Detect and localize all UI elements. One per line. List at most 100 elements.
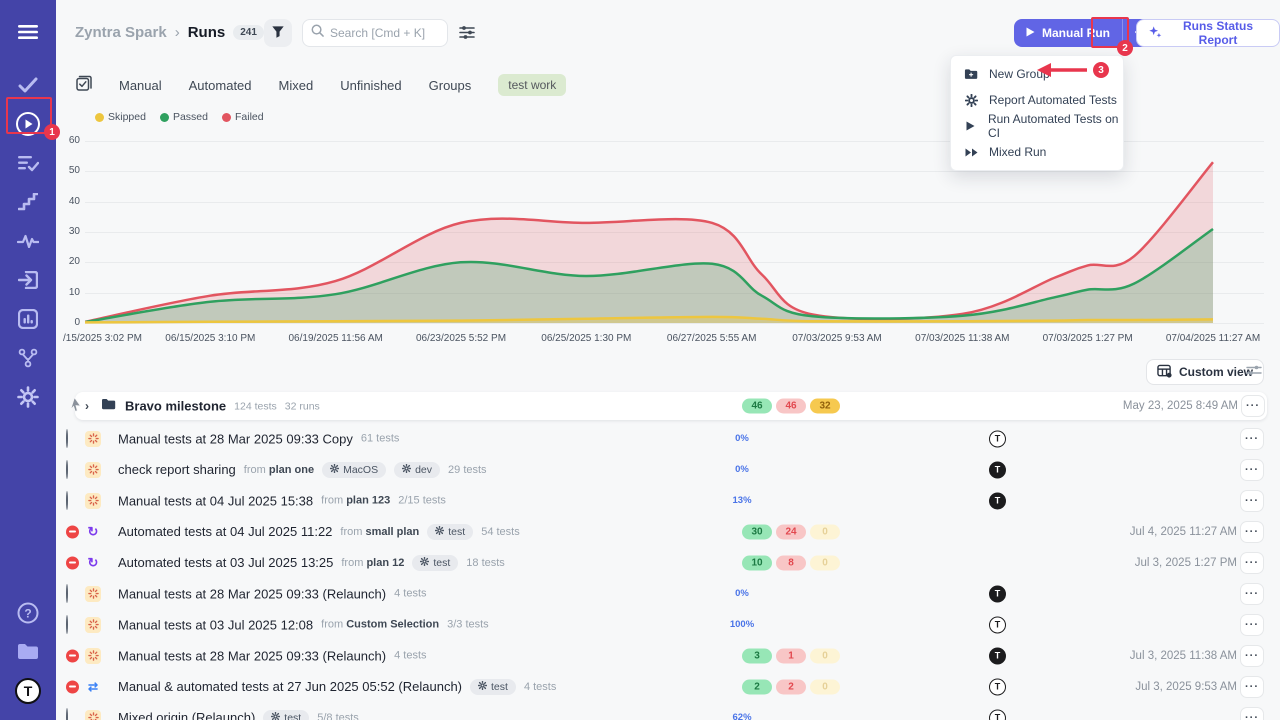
run-title[interactable]: Manual tests at 28 Mar 2025 09:33 (Relau… <box>118 586 387 601</box>
tab-groups[interactable]: Groups <box>428 77 472 93</box>
workspace-folder-icon[interactable] <box>0 632 56 671</box>
y-tick-label: 50 <box>68 165 80 177</box>
user-avatar[interactable]: T <box>0 671 56 710</box>
gear-icon <box>477 680 488 693</box>
row-actions-menu-button[interactable]: ··· <box>1240 582 1264 605</box>
failed-count-pill: 2 <box>776 679 806 694</box>
in-progress-status-icon <box>66 583 68 603</box>
gear-icon <box>271 711 281 720</box>
row-actions-menu-button[interactable]: ··· <box>1240 489 1264 512</box>
tab-automated[interactable]: Automated <box>188 77 252 93</box>
run-source: from Custom Selection <box>321 618 440 631</box>
sidebar-item-import-enter-icon[interactable] <box>0 260 56 299</box>
environment-badge: test <box>412 554 459 571</box>
breadcrumb-separator: › <box>174 24 180 41</box>
in-progress-status-icon <box>66 490 68 510</box>
skipped-count-pill: 0 <box>810 648 840 663</box>
expand-chevron-icon[interactable]: › <box>85 399 89 413</box>
row-actions-menu-button[interactable]: ··· <box>1240 458 1264 481</box>
annotation-badge-2: 2 <box>1117 40 1133 56</box>
run-title[interactable]: Mixed origin (Relaunch) <box>118 710 256 720</box>
menu-item-run-automated-tests-on-ci[interactable]: Run Automated Tests on CI <box>951 112 1123 140</box>
assignee-avatar: T <box>989 709 1006 720</box>
x-tick-label: 07/03/2025 1:27 PM <box>1042 333 1133 344</box>
table-row-run[interactable]: Manual tests at 28 Mar 2025 09:33 Copy 61… <box>63 423 1267 454</box>
y-tick-label: 40 <box>68 195 80 207</box>
mixed-run-type-icon: ⇄ <box>87 679 99 694</box>
menu-item-mixed-run[interactable]: Mixed Run <box>951 139 1123 165</box>
y-tick-label: 60 <box>68 135 80 146</box>
search-box[interactable] <box>302 19 448 47</box>
table-row-group[interactable]: › Bravo milestone 124 tests 32 runs 46 46 32 Ma… <box>75 392 1267 420</box>
assignee-avatar: T <box>989 678 1006 695</box>
run-tests-count: 61 tests <box>360 432 400 445</box>
sidebar-item-traceability-branch-icon[interactable] <box>0 338 56 377</box>
play-icon <box>964 121 977 131</box>
environment-badge: test <box>427 523 474 540</box>
gear-icon <box>435 525 445 538</box>
table-row-run[interactable]: ↻ Automated tests at 03 Jul 2025 13:25 fro… <box>63 547 1267 578</box>
gear-icon <box>420 556 430 569</box>
row-actions-menu-button[interactable]: ··· <box>1240 613 1264 636</box>
select-all-icon[interactable] <box>76 75 92 96</box>
search-input[interactable] <box>330 26 440 40</box>
table-settings-sliders-icon[interactable] <box>1246 364 1262 382</box>
row-actions-menu-button[interactable]: ··· <box>1240 427 1264 450</box>
run-title[interactable]: Manual tests at 28 Mar 2025 09:33 (Relau… <box>118 648 387 663</box>
tab-mixed[interactable]: Mixed <box>278 77 314 93</box>
run-title[interactable]: Manual tests at 28 Mar 2025 09:33 Copy <box>118 431 353 446</box>
menu-item-report-automated-tests[interactable]: Report Automated Tests <box>951 87 1123 113</box>
run-title[interactable]: Manual tests at 03 Jul 2025 12:08 <box>118 617 314 632</box>
x-tick-label: /15/2025 3:02 PM <box>63 333 142 344</box>
row-actions-menu-button[interactable]: ··· <box>1240 551 1264 574</box>
row-actions-menu-button[interactable]: ··· <box>1240 644 1264 667</box>
sidebar-item-reports-bar-chart-icon[interactable] <box>0 299 56 338</box>
tab-manual[interactable]: Manual <box>119 77 162 93</box>
filter-button[interactable] <box>264 19 292 47</box>
table-row-run[interactable]: ⇄ Manual & automated tests at 27 Jun 2025… <box>63 671 1267 702</box>
table-row-run[interactable]: ↻ Automated tests at 04 Jul 2025 11:22 fro… <box>63 516 1267 547</box>
table-row-run[interactable]: check report sharing from plan one MacOS de… <box>63 454 1267 485</box>
table-row-run[interactable]: Manual tests at 04 Jul 2025 15:38 from pl… <box>63 485 1267 516</box>
automated-run-type-icon: ↻ <box>87 554 99 570</box>
sidebar-item-test-plans-list-check-icon[interactable] <box>0 143 56 182</box>
manual-run-button[interactable]: Manual Run <box>1014 19 1122 47</box>
row-actions-menu-button[interactable]: ··· <box>1240 706 1264 720</box>
run-title[interactable]: Manual tests at 04 Jul 2025 15:38 <box>118 493 314 508</box>
search-settings-sliders-icon[interactable] <box>459 25 475 45</box>
run-title[interactable]: Automated tests at 04 Jul 2025 11:22 <box>118 524 333 539</box>
page-title: Runs <box>187 24 226 41</box>
table-row-run[interactable]: Manual tests at 28 Mar 2025 09:33 (Relau… <box>63 640 1267 671</box>
row-actions-menu-button[interactable]: ··· <box>1241 395 1265 417</box>
x-tick-label: 06/27/2025 5:55 AM <box>666 333 757 344</box>
row-actions-menu-button[interactable]: ··· <box>1240 520 1264 543</box>
sidebar-item-activity-pulse-icon[interactable] <box>0 221 56 260</box>
help-question-icon[interactable]: ? <box>0 593 56 632</box>
assignee-avatar: T <box>989 647 1006 664</box>
sidebar-item-tests-checkmark-icon[interactable] <box>0 65 56 104</box>
hamburger-menu-icon[interactable] <box>0 12 56 51</box>
runs-status-report-button[interactable]: Runs Status Report <box>1136 19 1280 47</box>
table-row-run[interactable]: Manual tests at 28 Mar 2025 09:33 (Relau… <box>63 578 1267 609</box>
run-title[interactable]: Manual & automated tests at 27 Jun 2025 … <box>118 679 462 694</box>
row-actions-menu-button[interactable]: ··· <box>1240 675 1264 698</box>
passed-count-pill: 46 <box>742 398 772 414</box>
menu-item-new-group[interactable]: New Group <box>951 61 1123 87</box>
active-filter-tag[interactable]: test work <box>498 74 567 96</box>
sidebar-item-settings-gear-icon[interactable] <box>0 377 56 416</box>
breadcrumb-project[interactable]: Zyntra Spark <box>75 24 167 41</box>
row-date: Jul 3, 2025 9:53 AM <box>1135 680 1237 693</box>
run-title[interactable]: check report sharing <box>118 462 236 477</box>
tab-unfinished[interactable]: Unfinished <box>340 77 402 93</box>
environment-badge: test <box>470 678 516 695</box>
custom-view-button[interactable]: Custom view <box>1146 359 1265 385</box>
sidebar-item-runs-play-circle-icon[interactable] <box>0 104 56 143</box>
x-tick-label: 06/23/2025 5:52 PM <box>415 333 507 344</box>
gear-icon <box>964 93 978 107</box>
run-title[interactable]: Automated tests at 03 Jul 2025 13:25 <box>118 555 334 570</box>
table-row-run[interactable]: Manual tests at 03 Jul 2025 12:08 from Cu… <box>63 609 1267 640</box>
runs-area-chart <box>85 161 1214 324</box>
sidebar-item-milestones-steps-icon[interactable] <box>0 182 56 221</box>
skipped-count-pill: 0 <box>810 524 840 539</box>
